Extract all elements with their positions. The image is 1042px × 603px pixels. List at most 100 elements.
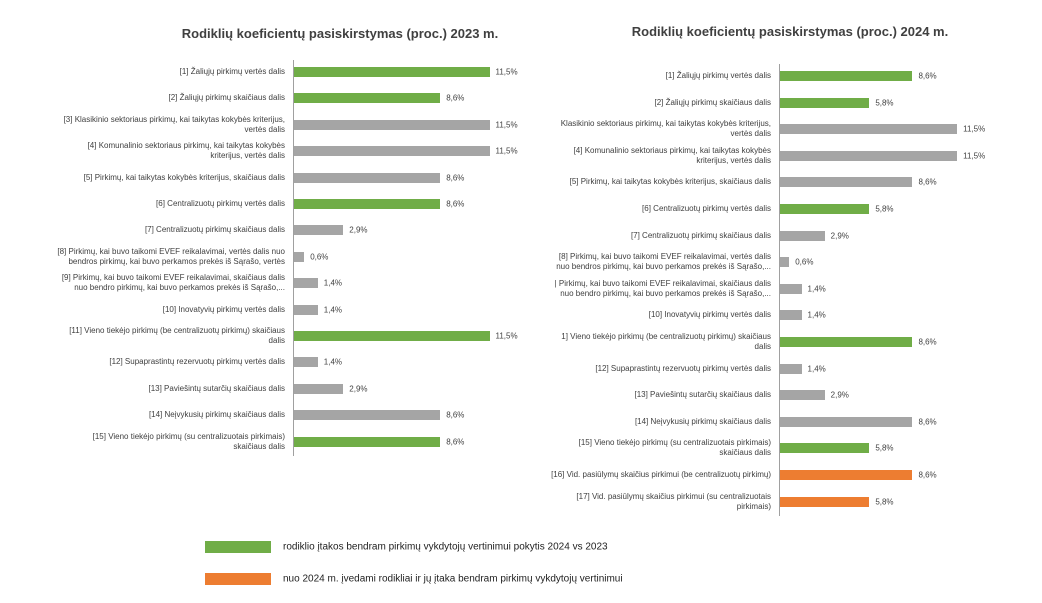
value-label: 8,6% bbox=[918, 337, 937, 347]
category-label: [15] Vieno tiekėjo pirkimų (su centraliz… bbox=[578, 438, 771, 458]
chart-title: Rodiklių koeficientų pasiskirstymas (pro… bbox=[631, 24, 949, 39]
category-label: [3] Klasikinio sektoriaus pirkimų, kai t… bbox=[63, 114, 285, 134]
value-label: 2,9% bbox=[349, 384, 368, 394]
bar bbox=[294, 199, 441, 209]
bar bbox=[780, 390, 825, 401]
value-label: 2,9% bbox=[830, 390, 849, 400]
bar bbox=[780, 496, 870, 507]
bar bbox=[780, 204, 870, 214]
value-label: 11,5% bbox=[495, 120, 518, 130]
value-label: 1,4% bbox=[323, 278, 343, 288]
value-label: 5,8% bbox=[875, 443, 894, 453]
category-label: [4] Komunalinio sektoriaus pirkimų, kai … bbox=[573, 145, 771, 165]
category-label: Klasikinio sektoriaus pirkimų, kai taiky… bbox=[560, 119, 771, 139]
legend-swatch bbox=[205, 573, 271, 585]
category-label: [14] Neįvykusių pirkimų skaičiaus dalis bbox=[148, 410, 285, 420]
value-label: 11,5% bbox=[495, 331, 518, 341]
category-label: [2] Žaliųjų pirkimų skaičiaus dalis bbox=[654, 97, 772, 107]
value-label: 11,5% bbox=[963, 124, 986, 134]
value-label: 2,9% bbox=[830, 231, 849, 241]
value-label: 8,6% bbox=[446, 93, 465, 103]
category-label: [1] Žaliųjų pirkimų vertės dalis bbox=[179, 67, 285, 76]
category-label: [6] Centralizuotų pirkimų vertės dalis bbox=[156, 199, 285, 208]
category-label: [6] Centralizuotų pirkimų vertės dalis bbox=[642, 204, 771, 213]
bar bbox=[294, 146, 490, 157]
bar bbox=[780, 177, 913, 188]
category-label: [14] Neįvykusių pirkimų skaičiaus dalis bbox=[634, 416, 771, 426]
bar bbox=[780, 97, 870, 108]
bar bbox=[780, 363, 802, 374]
bar bbox=[780, 443, 870, 454]
category-label: 1] Vieno tiekėjo pirkimų (be centralizuo… bbox=[561, 332, 771, 351]
bar bbox=[294, 251, 305, 262]
value-label: 8,6% bbox=[446, 173, 465, 183]
category-label: [13] Paviešintų sutarčių skaičiaus dalis bbox=[148, 383, 285, 393]
legend-label: rodiklio įtakos bendram pirkimų vykdytoj… bbox=[283, 541, 608, 553]
category-label: [8] Pirkimų, kai buvo taikomi EVEF reika… bbox=[57, 246, 285, 266]
value-label: 8,6% bbox=[918, 177, 937, 187]
category-label: [9] Pirkimų, kai buvo taikomi EVEF reika… bbox=[61, 273, 285, 293]
bar bbox=[294, 410, 441, 421]
chart-title: Rodiklių koeficientų pasiskirstymas (pro… bbox=[181, 26, 499, 41]
category-label: [5] Pirkimų, kai taikytas kokybės kriter… bbox=[569, 177, 771, 187]
bar bbox=[294, 357, 318, 368]
category-label: [10] Inovatyvių pirkimų vertės dalis bbox=[648, 310, 771, 320]
bar bbox=[780, 150, 958, 161]
bar bbox=[294, 67, 490, 77]
bar bbox=[780, 230, 825, 241]
bar bbox=[780, 416, 913, 427]
bar bbox=[294, 278, 318, 289]
bar bbox=[780, 124, 958, 135]
bar bbox=[294, 304, 318, 315]
category-label: [10] Inovatyvių pirkimų vertės dalis bbox=[162, 304, 285, 314]
bar bbox=[294, 331, 490, 341]
legend-label: nuo 2024 m. įvedami rodikliai ir jų įtak… bbox=[283, 573, 623, 585]
category-label: [12] Supaprastintų rezervuotų pirkimų ve… bbox=[109, 357, 285, 367]
value-label: 5,8% bbox=[875, 98, 894, 108]
value-label: 8,6% bbox=[446, 437, 465, 447]
bar bbox=[780, 283, 802, 294]
legend-swatch bbox=[205, 541, 271, 553]
value-label: 8,6% bbox=[446, 199, 465, 209]
value-label: 8,6% bbox=[918, 71, 937, 81]
category-label: [7] Centralizuotų pirkimų skaičiaus dali… bbox=[630, 230, 771, 240]
value-label: 8,6% bbox=[918, 417, 937, 427]
bar bbox=[294, 172, 441, 183]
bar bbox=[780, 470, 913, 480]
bar bbox=[780, 71, 913, 81]
category-label: [16] Vid. pasiūlymų skaičius pirkimui (b… bbox=[551, 470, 771, 479]
category-label: [17] Vid. pasiūlymų skaičius pirkimui (s… bbox=[576, 491, 771, 511]
value-label: 5,8% bbox=[875, 497, 894, 507]
category-label: [2] Žaliųjų pirkimų skaičiaus dalis bbox=[168, 93, 286, 103]
bar bbox=[294, 93, 441, 104]
bar bbox=[294, 225, 344, 236]
value-label: 1,4% bbox=[323, 357, 343, 367]
category-label: [11] Vieno tiekėjo pirkimų (be centraliz… bbox=[69, 326, 285, 345]
value-label: 1,4% bbox=[807, 364, 826, 374]
bar bbox=[294, 383, 344, 394]
category-label: [12] Supaprastintų rezervuotų pirkimų ve… bbox=[595, 363, 771, 373]
value-label: 8,6% bbox=[918, 470, 937, 480]
value-label: 0,6% bbox=[310, 252, 329, 262]
category-label: [7] Centralizuotų pirkimų skaičiaus dali… bbox=[144, 225, 285, 235]
bar bbox=[294, 119, 490, 130]
category-label: [15] Vieno tiekėjo pirkimų (su centraliz… bbox=[92, 431, 285, 451]
category-label: [5] Pirkimų, kai taikytas kokybės kriter… bbox=[83, 172, 285, 182]
bar bbox=[780, 257, 790, 268]
value-label: 8,6% bbox=[446, 410, 465, 420]
value-label: 2,9% bbox=[349, 225, 368, 235]
category-label: [13] Paviešintų sutarčių skaičiaus dalis bbox=[634, 390, 771, 400]
bar bbox=[780, 310, 802, 321]
category-label: [1] Žaliųjų pirkimų vertės dalis bbox=[665, 71, 771, 80]
bar bbox=[294, 436, 441, 447]
axis-line bbox=[779, 64, 780, 516]
value-label: 1,4% bbox=[807, 310, 826, 320]
value-label: 0,6% bbox=[795, 257, 814, 267]
bar bbox=[780, 337, 913, 347]
value-label: 11,5% bbox=[495, 67, 518, 77]
category-label: [8] Pirkimų, kai buvo taikomi EVEF reika… bbox=[556, 252, 771, 272]
axis-line bbox=[293, 60, 294, 456]
value-label: 11,5% bbox=[963, 151, 986, 161]
value-label: 11,5% bbox=[495, 146, 518, 156]
category-label: [4] Komunalinio sektoriaus pirkimų, kai … bbox=[87, 141, 285, 161]
